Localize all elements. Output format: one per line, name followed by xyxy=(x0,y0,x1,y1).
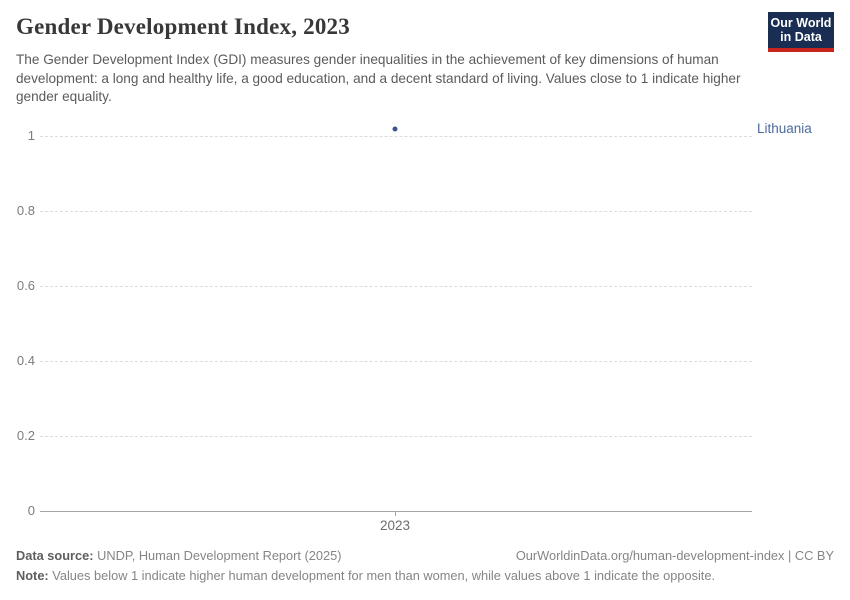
data-source-text: Data source: UNDP, Human Development Rep… xyxy=(16,548,342,563)
data-point-lithuania[interactable] xyxy=(392,126,398,131)
footer: Data source: UNDP, Human Development Rep… xyxy=(16,548,834,563)
y-axis-tick-label: 0.2 xyxy=(16,428,35,443)
x-axis-tick-mark xyxy=(395,512,396,516)
footer-note: Note: Values below 1 indicate higher hum… xyxy=(16,568,834,583)
data-source-label: Data source: xyxy=(16,548,94,563)
gridline xyxy=(40,136,752,137)
data-source-value: UNDP, Human Development Report (2025) xyxy=(97,548,342,563)
owid-logo[interactable]: Our World in Data xyxy=(768,12,834,52)
y-axis-tick-label: 0 xyxy=(27,503,35,518)
note-value: Values below 1 indicate higher human dev… xyxy=(52,568,716,583)
gridline xyxy=(40,436,752,437)
owid-logo-line1: Our World xyxy=(770,16,832,30)
gridline xyxy=(40,361,752,362)
y-axis-tick-label: 0.8 xyxy=(16,203,35,218)
y-axis-tick-label: 0.4 xyxy=(16,353,35,368)
x-axis-line xyxy=(40,511,752,512)
entity-label-lithuania[interactable]: Lithuania xyxy=(757,120,812,136)
owid-logo-line2: in Data xyxy=(780,30,822,44)
note-label: Note: xyxy=(16,568,49,583)
page-title: Gender Development Index, 2023 xyxy=(16,14,350,39)
chart-subtitle: The Gender Development Index (GDI) measu… xyxy=(16,52,741,104)
x-axis-tick-label: 2023 xyxy=(379,518,411,533)
owid-logo-text: Our World in Data xyxy=(768,12,834,48)
y-axis-tick-label: 1 xyxy=(27,128,35,143)
gridline xyxy=(40,286,752,287)
y-axis-tick-label: 0.6 xyxy=(16,278,35,293)
gridline xyxy=(40,211,752,212)
owid-logo-red-bar xyxy=(768,48,834,52)
license-link[interactable]: OurWorldinData.org/human-development-ind… xyxy=(515,548,834,563)
